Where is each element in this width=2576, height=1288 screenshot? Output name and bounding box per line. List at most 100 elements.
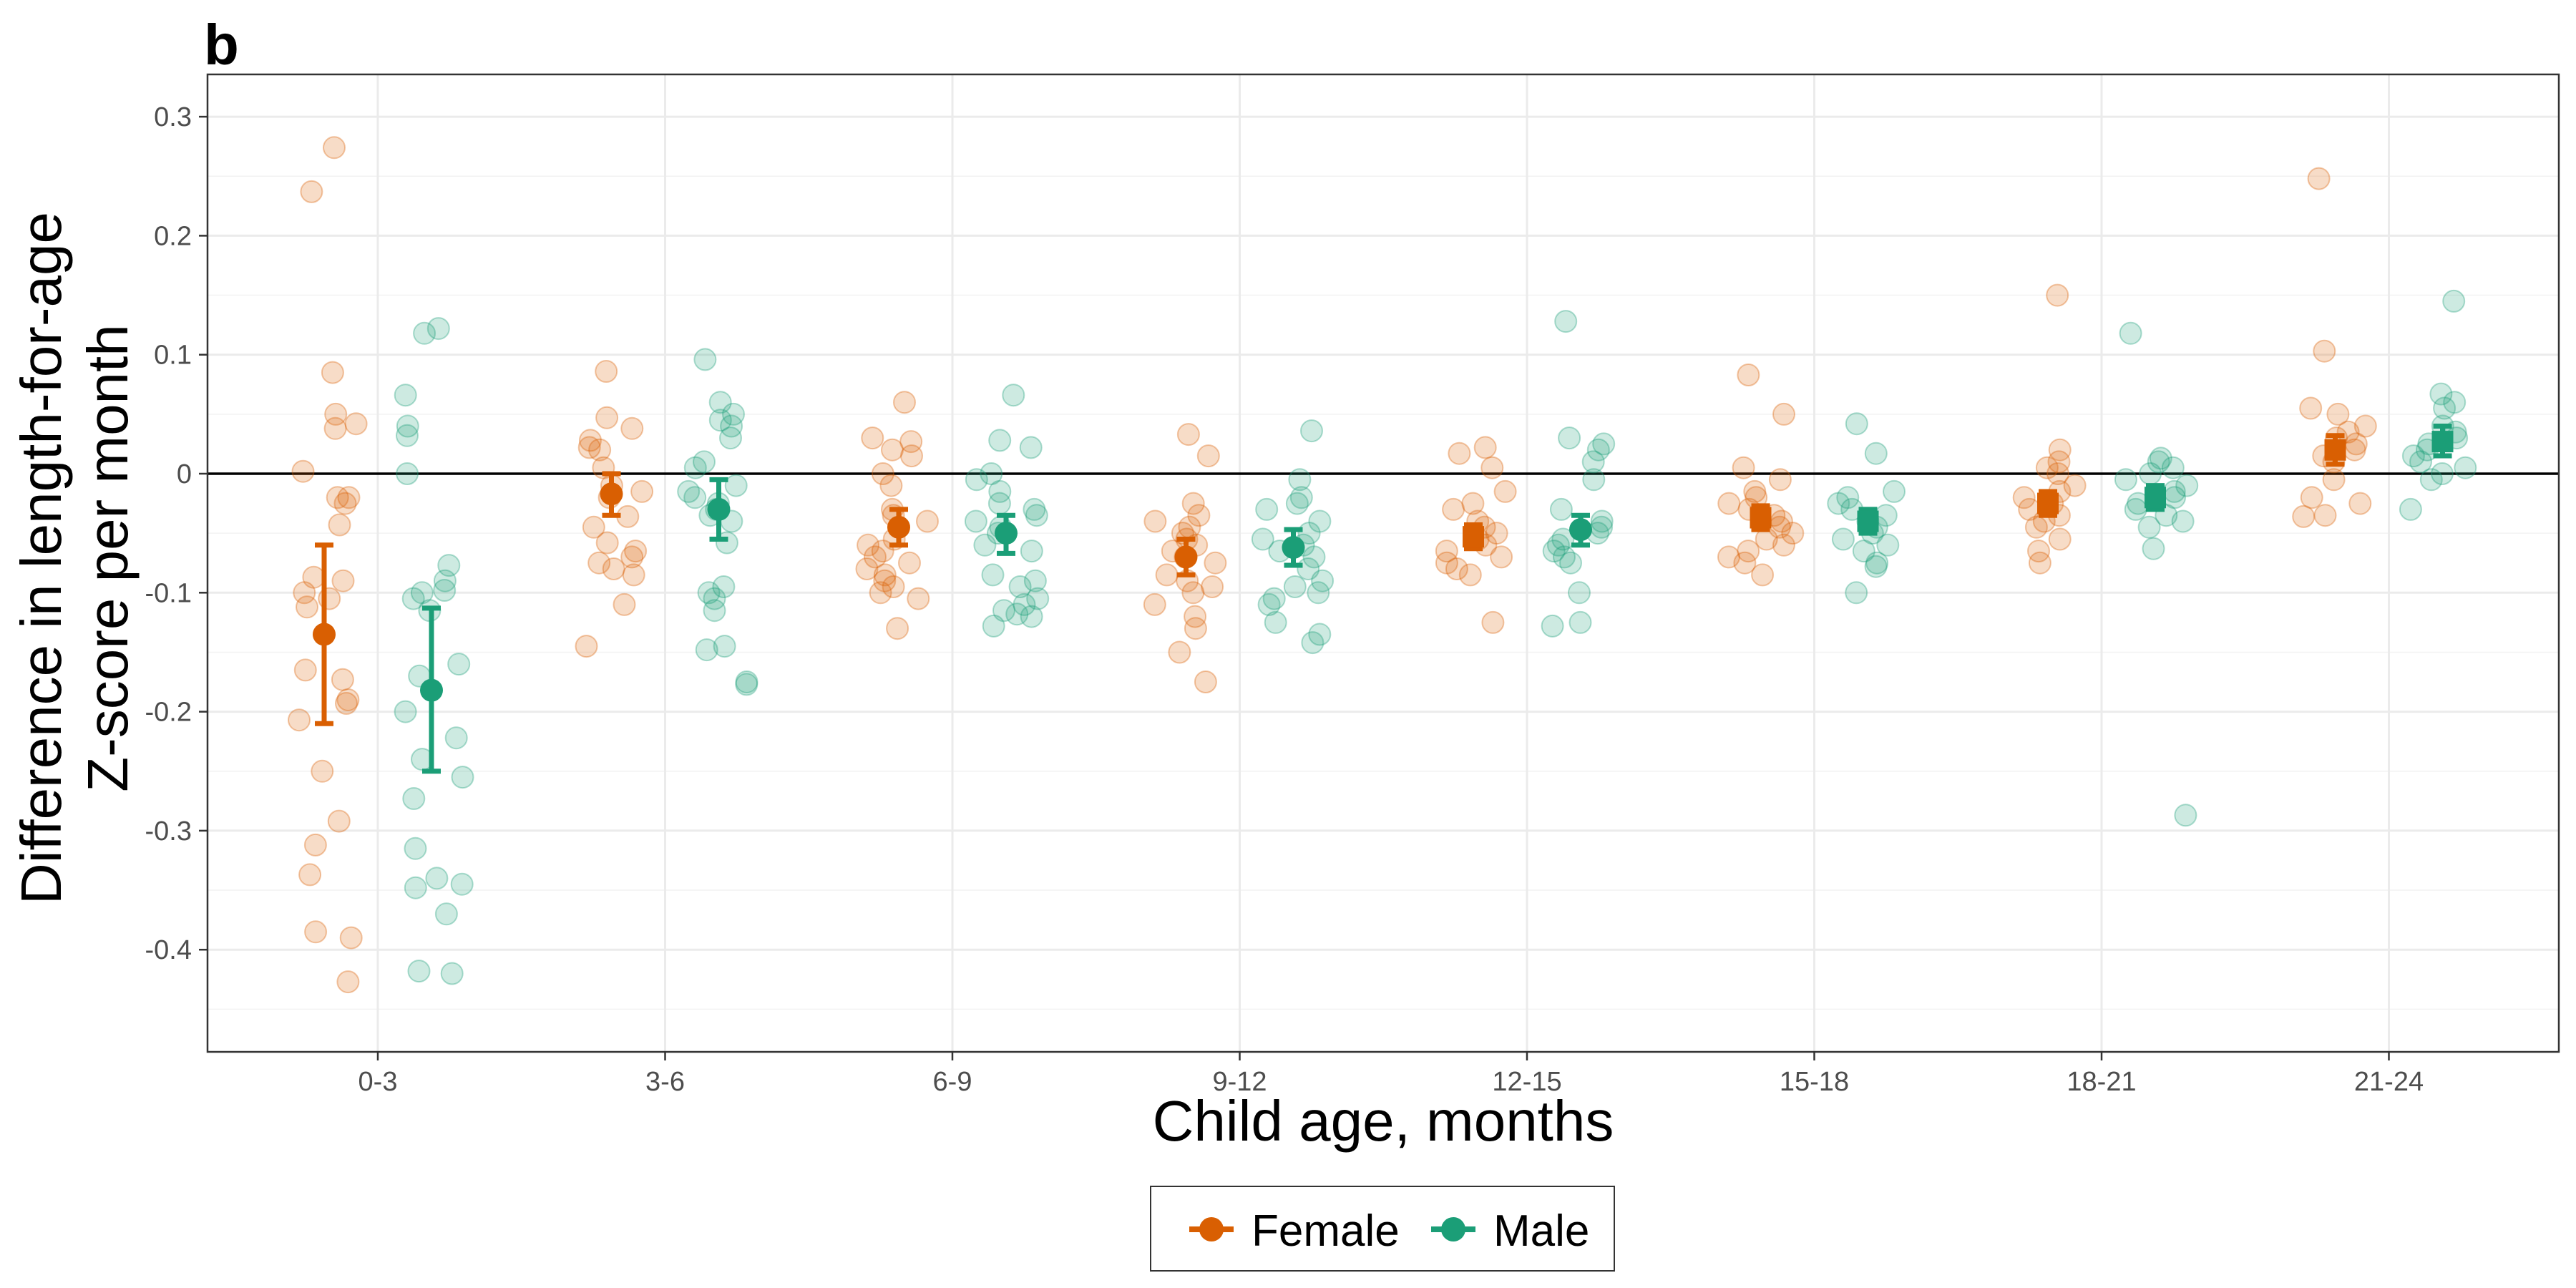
mean-marker-female xyxy=(1750,507,1772,529)
data-point-female xyxy=(899,430,923,454)
data-point-female xyxy=(321,361,344,384)
data-point-female xyxy=(1768,468,1792,492)
data-point-male xyxy=(973,533,997,557)
data-point-female xyxy=(898,551,921,575)
data-point-female xyxy=(620,545,644,569)
data-point-female xyxy=(1461,492,1485,515)
data-point-male xyxy=(1023,497,1046,521)
data-point-female xyxy=(1176,423,1200,447)
data-point-female xyxy=(300,180,323,203)
data-point-male xyxy=(1592,432,1616,456)
data-point-male xyxy=(450,872,474,896)
data-point-female xyxy=(1445,557,1468,580)
data-point-female xyxy=(613,592,636,616)
data-point-female xyxy=(1143,592,1166,616)
data-point-male xyxy=(1255,497,1279,521)
y-tick-label: -0.1 xyxy=(145,578,192,608)
data-point-female xyxy=(2307,167,2331,190)
data-point-female xyxy=(1485,522,1508,545)
data-point-male xyxy=(1300,419,1323,443)
data-point-male xyxy=(712,575,736,598)
data-point-male xyxy=(988,479,1012,503)
data-point-male xyxy=(425,867,449,890)
data-point-male xyxy=(2409,450,2432,474)
data-point-female xyxy=(1737,364,1760,386)
data-point-female xyxy=(2012,486,2036,509)
mean-marker-female xyxy=(2324,439,2346,461)
plot-area xyxy=(208,74,2559,1052)
mean-marker-female xyxy=(1463,526,1484,548)
data-point-male xyxy=(447,653,471,676)
data-point-female xyxy=(595,531,619,555)
data-point-male xyxy=(1568,581,1591,605)
y-axis: 0.3 0.2 0.1 0 -0.1 -0.2 -0.3 -0.4 xyxy=(145,102,208,965)
data-point-female xyxy=(873,563,897,587)
data-point-male xyxy=(1551,527,1575,551)
mean-marker-male xyxy=(1569,518,1592,542)
data-point-male xyxy=(1554,310,1578,333)
data-point-male xyxy=(1865,551,1889,575)
data-point-female xyxy=(1772,533,1795,557)
data-point-male xyxy=(2454,456,2477,479)
data-point-female xyxy=(873,569,897,592)
data-point-female xyxy=(2046,462,2069,485)
data-point-male xyxy=(2429,382,2453,406)
data-point-male xyxy=(2114,468,2137,492)
data-point-female xyxy=(588,438,612,462)
data-point-female xyxy=(2322,468,2346,492)
data-point-female xyxy=(871,540,894,563)
plot-border xyxy=(206,73,2560,1053)
legend-item-female: Female xyxy=(1189,1206,1400,1256)
y-tick-label: 0.3 xyxy=(154,102,192,132)
data-point-female xyxy=(1201,575,1224,598)
data-point-female xyxy=(595,406,619,429)
data-point-male xyxy=(1852,540,1875,563)
data-point-male xyxy=(1002,384,1025,407)
grid-minor xyxy=(208,175,2559,1010)
data-point-male xyxy=(1590,509,1614,533)
data-point-male xyxy=(434,902,458,926)
y-tick-label: -0.2 xyxy=(145,698,192,728)
data-point-male xyxy=(1301,631,1324,655)
x-tick-label: 12-15 xyxy=(1492,1067,1561,1097)
y-tick-label: 0 xyxy=(177,459,192,489)
data-point-female xyxy=(2035,456,2059,479)
data-point-female xyxy=(900,444,923,468)
data-point-male xyxy=(1025,504,1048,527)
x-tick-label: 0-3 xyxy=(358,1067,398,1097)
data-point-female xyxy=(622,563,645,587)
data-point-female xyxy=(2313,339,2336,363)
data-point-male xyxy=(987,492,1011,515)
x-tick-label: 18-21 xyxy=(2067,1067,2136,1097)
data-point-male xyxy=(1289,486,1313,509)
data-point-female xyxy=(324,402,348,426)
data-point-female xyxy=(577,436,601,459)
data-point-female xyxy=(2348,492,2372,515)
data-point-female xyxy=(1435,540,1458,563)
data-point-male xyxy=(1549,497,1573,521)
data-point-female xyxy=(1181,492,1205,515)
data-point-female xyxy=(326,486,349,509)
data-point-male xyxy=(1297,557,1320,580)
data-point-male xyxy=(413,321,436,345)
data-point-male xyxy=(703,599,726,623)
data-point-female xyxy=(1717,492,1741,515)
legend-male-label: Male xyxy=(1493,1206,1589,1256)
data-point-male xyxy=(440,962,464,985)
data-point-male xyxy=(1288,468,1312,492)
data-point-female xyxy=(1168,640,1191,664)
data-point-female xyxy=(1733,551,1757,575)
data-point-female xyxy=(1187,504,1211,527)
data-point-male xyxy=(1845,412,1868,436)
data-point-male xyxy=(735,673,758,696)
x-tick-label: 3-6 xyxy=(645,1067,685,1097)
data-point-female xyxy=(344,412,368,436)
data-point-female xyxy=(303,833,327,857)
data-point-male xyxy=(683,486,707,509)
data-point-male xyxy=(1311,569,1335,592)
data-point-male xyxy=(695,638,718,662)
y-tick-label: 0.2 xyxy=(154,221,192,251)
data-point-female xyxy=(1490,545,1513,569)
x-tick-label: 15-18 xyxy=(1780,1067,1849,1097)
